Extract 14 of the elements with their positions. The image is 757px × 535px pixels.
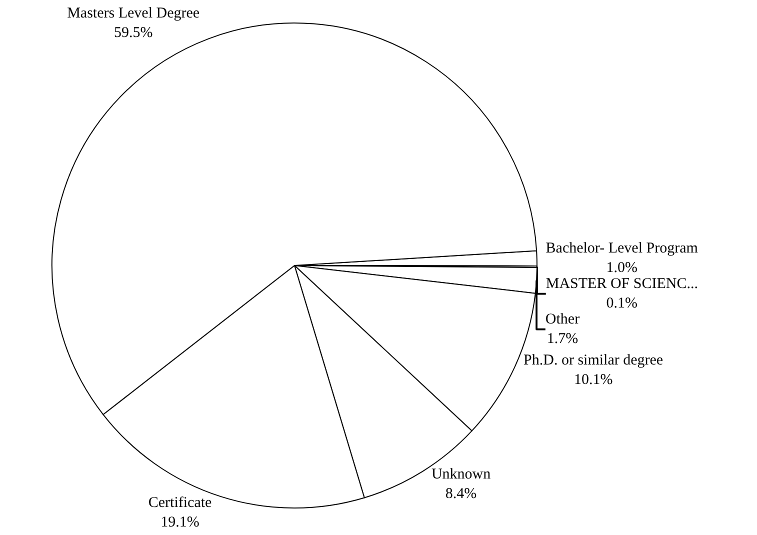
data-label: 1.0% [606,260,638,276]
data-label: 8.4% [445,486,477,502]
data-label: 10.1% [574,372,613,388]
data-label: 59.5% [114,24,153,41]
slice-label: Masters Level Degree [67,5,200,22]
slice-label: Unknown [431,466,492,482]
data-label: 1.7% [546,331,578,348]
slice-label: Ph.D. or similar degree [524,352,664,369]
slice-label: MASTER OF SCIENC... [546,276,698,292]
data-label: 0.1% [606,296,638,312]
slice-label: Bachelor- Level Program [546,240,698,257]
slice-label: Other [545,312,580,328]
slice-label: Certificate [148,494,212,511]
data-label: 19.1% [160,514,200,530]
